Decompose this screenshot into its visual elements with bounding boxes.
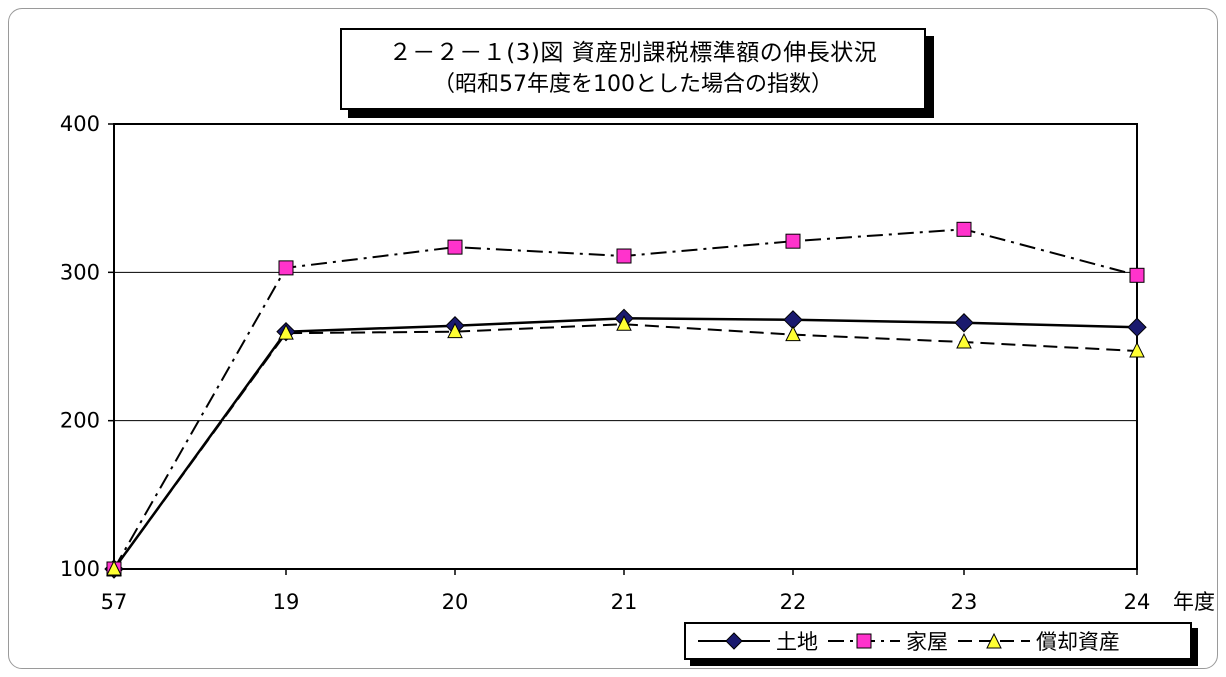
y-tick-label-300: 300 <box>60 260 100 284</box>
series-0-point-24 <box>1127 317 1147 337</box>
series-1-point-24 <box>1129 267 1145 283</box>
legend-marker-2 <box>986 632 1002 649</box>
chart-title-box: ２－２－１(3)図 資産別課税標準額の伸長状況 （昭和57年度を100とした場合… <box>340 28 926 110</box>
series-1-point-19 <box>278 260 294 276</box>
legend-swatch-1 <box>828 633 900 649</box>
legend-label-0: 土地 <box>776 630 818 654</box>
y-tick-label-100: 100 <box>60 557 100 581</box>
x-tick-label-57: 57 <box>101 590 128 614</box>
legend-marker-0 <box>725 632 743 650</box>
series-1-point-23 <box>956 221 972 237</box>
legend-marker-1 <box>856 633 872 649</box>
legend-label-1: 家屋 <box>906 630 948 654</box>
legend: 土地 家屋 償却資産 <box>684 622 1192 660</box>
series-1-point-21 <box>616 248 632 264</box>
series-1-point-20 <box>447 239 463 255</box>
x-tick-label-21: 21 <box>611 590 638 614</box>
x-tick-label-22: 22 <box>780 590 807 614</box>
legend-item-0: 土地 <box>696 626 818 656</box>
y-tick-label-200: 200 <box>60 409 100 433</box>
x-tick-label-24: 24 <box>1124 590 1151 614</box>
x-axis-label: 年度 <box>1173 590 1215 614</box>
legend-item-1: 家屋 <box>826 626 948 656</box>
series-2-point-20 <box>447 322 463 339</box>
series-2-point-22 <box>785 325 801 342</box>
x-tick-label-20: 20 <box>442 590 469 614</box>
series-2-point-24 <box>1129 341 1145 358</box>
chart-subtitle: （昭和57年度を100とした場合の指数） <box>433 72 833 97</box>
plot-area <box>114 124 1137 569</box>
y-tick-label-400: 400 <box>60 112 100 136</box>
series-1-point-22 <box>785 233 801 249</box>
series-2-point-57 <box>106 559 122 576</box>
legend-label-2: 償却資産 <box>1036 630 1120 654</box>
series-2-point-23 <box>956 332 972 349</box>
series-0-point-23 <box>954 313 974 333</box>
x-tick-label-19: 19 <box>273 590 300 614</box>
series-2-point-19 <box>278 324 294 340</box>
chart-title: ２－２－１(3)図 資産別課税標準額の伸長状況 <box>388 40 878 66</box>
legend-swatch-2 <box>958 632 1030 649</box>
x-tick-label-23: 23 <box>951 590 978 614</box>
legend-swatch-0 <box>698 632 770 650</box>
series-2-point-21 <box>616 315 632 331</box>
legend-item-2: 償却資産 <box>956 626 1120 656</box>
